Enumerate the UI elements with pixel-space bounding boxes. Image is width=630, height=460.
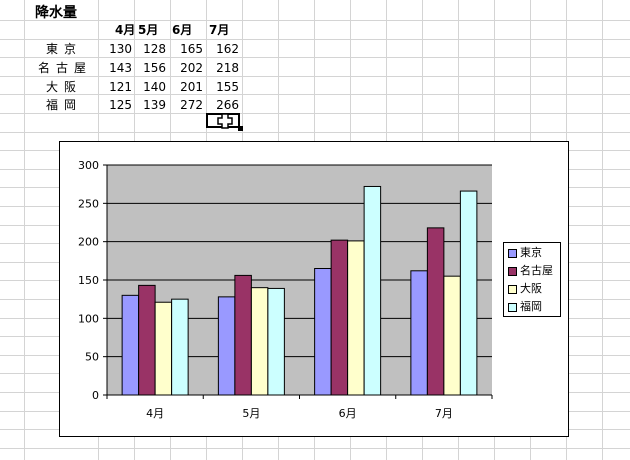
value-cell[interactable]: 272: [180, 98, 203, 112]
value-cell[interactable]: 156: [143, 61, 166, 75]
bar[interactable]: [443, 275, 461, 396]
y-tick-label: 150: [78, 274, 99, 287]
value-cell[interactable]: 139: [143, 98, 166, 112]
legend-label-nagoya: 名古屋: [520, 264, 553, 277]
precipitation-bar-chart[interactable]: 0 50 100 150 200 250 300 4月 5月 6月 7月: [60, 142, 570, 438]
bar[interactable]: [234, 274, 252, 396]
city-cell-fukuoka[interactable]: 福岡: [46, 98, 83, 112]
value-cell[interactable]: 155: [216, 80, 239, 94]
city-cell-osaka[interactable]: 大阪: [46, 80, 83, 94]
month-header-3[interactable]: 7月: [209, 23, 230, 37]
value-cell[interactable]: 130: [109, 42, 132, 56]
x-tick-label: 7月: [435, 407, 453, 420]
month-header-1[interactable]: 5月: [138, 23, 159, 37]
value-cell[interactable]: 202: [180, 61, 203, 75]
y-tick-label: 300: [78, 159, 99, 172]
value-cell[interactable]: 121: [109, 80, 132, 94]
value-cell[interactable]: 143: [109, 61, 132, 75]
title-cell[interactable]: 降水量: [35, 5, 77, 21]
bar[interactable]: [363, 185, 382, 396]
value-cell[interactable]: 162: [216, 42, 239, 56]
y-tick-label: 200: [78, 236, 99, 249]
legend-swatch-osaka: [508, 285, 517, 294]
month-header-0[interactable]: 4月: [115, 23, 136, 37]
legend-swatch-fukuoka: [508, 303, 517, 312]
value-cell[interactable]: 165: [180, 42, 203, 56]
bar[interactable]: [330, 239, 349, 396]
bar[interactable]: [459, 190, 478, 396]
bar[interactable]: [217, 296, 236, 396]
value-cell[interactable]: 128: [143, 42, 166, 56]
x-tick-label: 5月: [242, 407, 260, 420]
value-cell[interactable]: 140: [143, 80, 166, 94]
x-tick-label: 4月: [146, 407, 164, 420]
legend-label-osaka: 大阪: [520, 282, 542, 295]
y-tick-label: 0: [92, 389, 99, 402]
y-tick-label: 50: [85, 351, 99, 364]
bar[interactable]: [426, 227, 445, 396]
plus-cursor-icon: [217, 113, 233, 129]
value-cell[interactable]: 266: [216, 98, 239, 112]
month-header-2[interactable]: 6月: [172, 23, 193, 37]
bar[interactable]: [250, 287, 269, 396]
value-cell[interactable]: 218: [216, 61, 239, 75]
y-tick-label: 250: [78, 197, 99, 210]
bar[interactable]: [267, 287, 285, 396]
value-cell[interactable]: 125: [109, 98, 132, 112]
value-cell[interactable]: 201: [180, 80, 203, 94]
chart-area[interactable]: 0 50 100 150 200 250 300 4月 5月 6月 7月 東京 名古屋 大阪 福岡: [59, 141, 569, 437]
bar[interactable]: [171, 298, 189, 396]
legend[interactable]: 東京 名古屋 大阪 福岡: [503, 242, 561, 317]
bar[interactable]: [138, 284, 156, 396]
bar[interactable]: [347, 240, 365, 396]
city-cell-tokyo[interactable]: 東京: [46, 42, 83, 56]
legend-swatch-nagoya: [508, 267, 517, 276]
legend-label-fukuoka: 福岡: [520, 300, 542, 313]
legend-swatch-tokyo: [508, 249, 517, 258]
fill-handle[interactable]: [238, 126, 243, 131]
y-tick-label: 100: [78, 312, 99, 325]
x-tick-label: 6月: [339, 407, 357, 420]
bar[interactable]: [314, 268, 332, 396]
bar[interactable]: [121, 294, 140, 396]
bar[interactable]: [410, 270, 428, 396]
bar[interactable]: [154, 301, 173, 396]
legend-label-tokyo: 東京: [520, 246, 542, 259]
city-cell-nagoya[interactable]: 名古屋: [38, 61, 93, 75]
